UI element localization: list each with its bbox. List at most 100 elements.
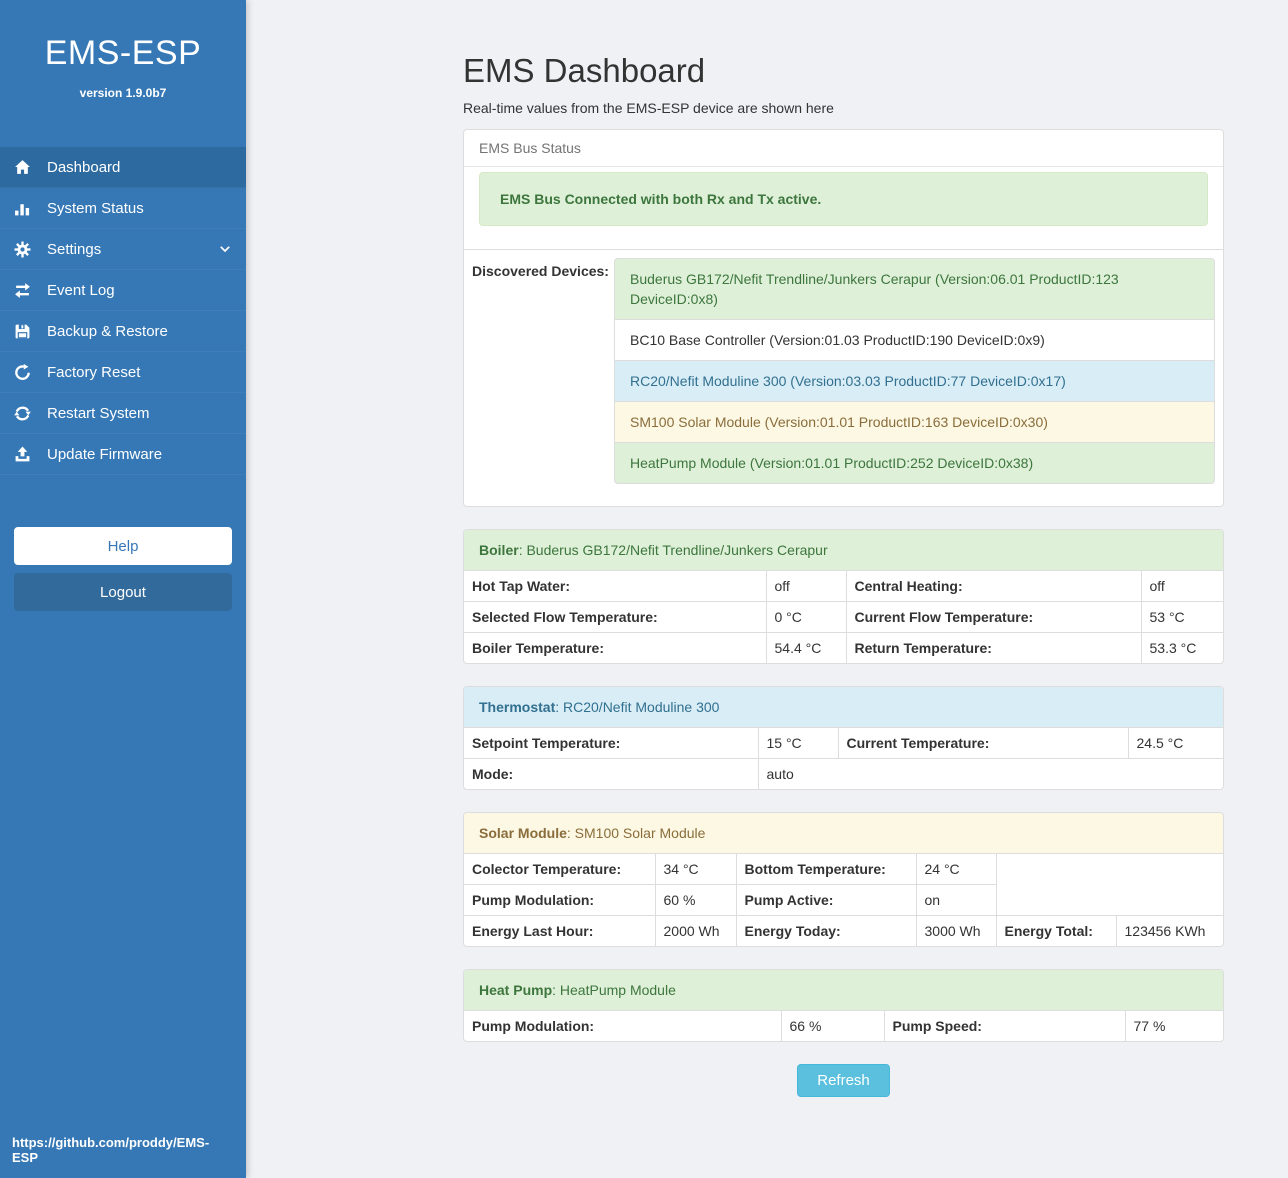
solar-label: Energy Today: [735, 915, 916, 946]
restart-icon [14, 405, 31, 422]
boiler-value: 54.4 °C [765, 632, 846, 663]
solar-panel-title: Solar Module: SM100 Solar Module [464, 813, 1223, 854]
upload-icon [14, 446, 31, 463]
sidebar-item-system-status[interactable]: System Status [0, 188, 246, 229]
thermostat-label: Mode: [464, 758, 758, 789]
solar-value: 123456 KWh [1115, 915, 1223, 946]
sidebar-item-backup-restore[interactable]: Backup & Restore [0, 311, 246, 352]
heatpump-value: 66 % [780, 1011, 884, 1041]
solar-label: Pump Modulation: [464, 884, 655, 916]
heatpump-panel-title-device: : HeatPump Module [552, 982, 676, 998]
heatpump-panel-title-name: Heat Pump [479, 982, 553, 998]
sidebar-item-restart-system[interactable]: Restart System [0, 393, 246, 434]
ems-bus-status-title: EMS Bus Status [464, 130, 1223, 167]
app-title: EMS-ESP [44, 34, 202, 72]
content-column: EMS Dashboard Real-time values from the … [463, 0, 1224, 1097]
boiler-table: Hot Tap Water: off Central Heating: off Sele… [464, 571, 1223, 663]
boiler-row: Selected Flow Temperature: 0 °C Current Fl… [464, 601, 1223, 633]
sidebar-item-update-firmware[interactable]: Update Firmware [0, 434, 246, 475]
device-panels: Boiler: Buderus GB172/Nefit Trendline/Ju… [463, 529, 1224, 1042]
boiler-row: Boiler Temperature: 54.4 °C Return Tempera… [464, 632, 1223, 663]
boiler-panel-title-name: Boiler [479, 542, 519, 558]
thermostat-label: Setpoint Temperature: [472, 735, 621, 751]
solar-empty-cell [995, 854, 1223, 885]
heatpump-label: Pump Modulation: [472, 1018, 595, 1034]
gear-icon [14, 241, 31, 258]
heatpump-panel: Heat Pump: HeatPump Module Pump Modulatio… [463, 969, 1224, 1042]
solar-row: Energy Last Hour: 2000 Wh Energy Today: 300… [464, 915, 1223, 946]
sidebar-item-label: Dashboard [47, 158, 121, 176]
page-title: EMS Dashboard [463, 52, 706, 89]
ems-bus-status-body: EMS Bus Connected with both Rx and Tx ac… [464, 167, 1223, 249]
refresh-row: Refresh [463, 1064, 1224, 1097]
bus-connected-alert: EMS Bus Connected with both Rx and Tx ac… [479, 172, 1208, 226]
device-list-item: Buderus GB172/Nefit Trendline/Junkers Ce… [614, 258, 1215, 320]
boiler-label: Selected Flow Temperature: [464, 601, 766, 633]
sidebar-item-settings[interactable]: Settings [0, 229, 246, 270]
thermostat-value: 15 °C [757, 728, 838, 759]
chevron-down-icon [218, 242, 232, 256]
thermostat-panel: Thermostat: RC20/Nefit Moduline 300 Setpo… [463, 686, 1224, 790]
heatpump-table: Pump Modulation: 66 % Pump Speed: 77 % [464, 1011, 1223, 1041]
github-link[interactable]: https://github.com/proddy/EMS-ESP [12, 1135, 210, 1165]
solar-table: Colector Temperature: 34 °C Bottom Tempera… [464, 854, 1223, 946]
heatpump-row: Pump Modulation: 66 % Pump Speed: 77 % [464, 1011, 1223, 1041]
sidebar-item-label: System Status [47, 199, 144, 217]
exchange-icon [14, 282, 31, 299]
heatpump-label: Pump Speed: [883, 1011, 1125, 1041]
thermostat-row: Setpoint Temperature: 15 °C Current Temper… [464, 728, 1223, 759]
factory-reset-icon [14, 363, 31, 381]
sidebar-buttons: Help Logout [14, 527, 232, 611]
main-area: EMS Dashboard Real-time values from the … [246, 0, 1288, 1178]
sidebar-item-label: Restart System [47, 404, 150, 422]
sidebar-item-label: Factory Reset [47, 363, 141, 381]
device-list-item: BC10 Base Controller (Version:01.03 Prod… [614, 320, 1215, 361]
boiler-panel-title-device: : Buderus GB172/Nefit Trendline/Junkers … [518, 542, 828, 558]
boiler-label: Central Heating: [845, 571, 1141, 602]
solar-value: 34 °C [654, 854, 736, 885]
sidebar-item-event-log[interactable]: Event Log [0, 270, 246, 311]
solar-label: Colector Temperature: [472, 861, 622, 877]
solar-label: Bottom Temperature: [735, 854, 916, 885]
refresh-button[interactable]: Refresh [797, 1064, 890, 1097]
system-status-icon [14, 200, 31, 217]
heatpump-panel-title: Heat Pump: HeatPump Module [464, 970, 1223, 1011]
boiler-label: Hot Tap Water: [472, 578, 570, 594]
boiler-value: 53.3 °C [1140, 632, 1223, 663]
save-icon [14, 323, 31, 340]
solar-row: Colector Temperature: 34 °C Bottom Tempera… [464, 854, 1223, 885]
thermostat-panel-title: Thermostat: RC20/Nefit Moduline 300 [464, 687, 1223, 728]
solar-value: 2000 Wh [654, 915, 736, 946]
discovered-devices-label: Discovered Devices: [472, 263, 609, 279]
logout-button[interactable]: Logout [14, 573, 232, 611]
sidebar-item-label: Settings [47, 240, 102, 258]
thermostat-label: Current Temperature: [837, 728, 1128, 759]
solar-value: 3000 Wh [915, 915, 996, 946]
device-list-item: HeatPump Module (Version:01.01 ProductID… [614, 443, 1215, 484]
solar-value: 24 °C [915, 854, 996, 885]
sidebar-nav: Dashboard System Status Settings Event Log B… [0, 147, 246, 475]
solar-empty-cell [995, 884, 1223, 916]
thermostat-table: Setpoint Temperature: 15 °C Current Temper… [464, 728, 1223, 789]
sidebar-footer: https://github.com/proddy/EMS-ESP [0, 1135, 246, 1178]
discovered-devices-section: Discovered Devices: Buderus GB172/Nefit … [464, 249, 1223, 506]
thermostat-value: 24.5 °C [1127, 728, 1223, 759]
sidebar-item-dashboard[interactable]: Dashboard [0, 147, 246, 188]
boiler-value: off [765, 571, 846, 602]
thermostat-panel-title-device: : RC20/Nefit Moduline 300 [555, 699, 720, 715]
solar-label: Energy Total: [995, 915, 1116, 946]
help-button[interactable]: Help [14, 527, 232, 565]
device-list: Buderus GB172/Nefit Trendline/Junkers Ce… [614, 258, 1215, 484]
thermostat-value: auto [757, 758, 1223, 789]
boiler-label: Return Temperature: [845, 632, 1141, 663]
boiler-label: Boiler Temperature: [464, 632, 766, 663]
heatpump-value: 77 % [1124, 1011, 1223, 1041]
page-subtitle: Real-time values from the EMS-ESP device… [463, 100, 834, 116]
sidebar-item-factory-reset[interactable]: Factory Reset [0, 352, 246, 393]
sidebar-item-label: Event Log [47, 281, 115, 299]
boiler-panel-title: Boiler: Buderus GB172/Nefit Trendline/Ju… [464, 530, 1223, 571]
boiler-panel: Boiler: Buderus GB172/Nefit Trendline/Ju… [463, 529, 1224, 664]
solar-label: Energy Last Hour: [464, 915, 655, 946]
solar-label: Pump Active: [735, 884, 916, 916]
